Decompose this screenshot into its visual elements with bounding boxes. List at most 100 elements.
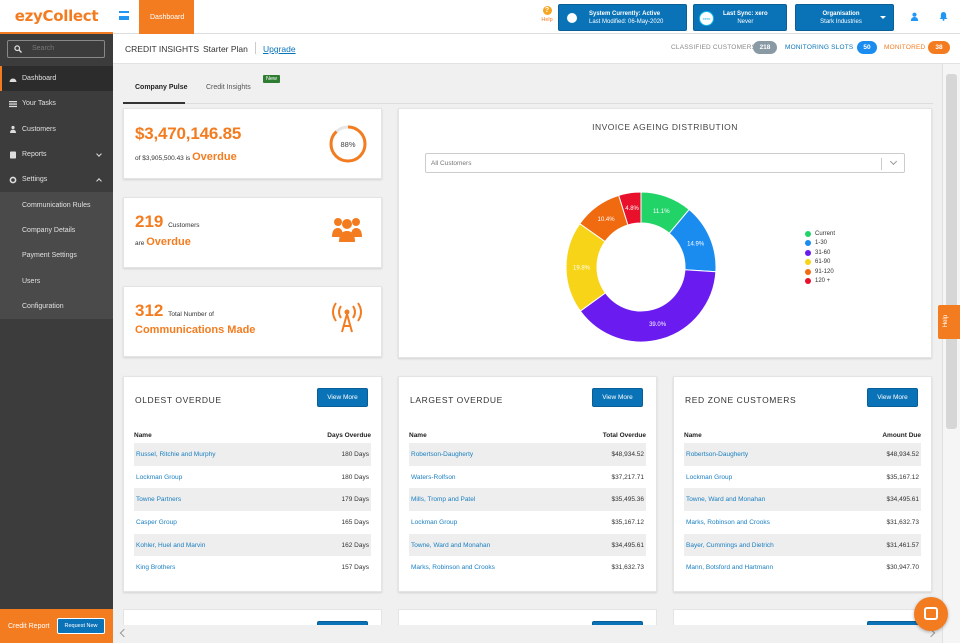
row-value: $37,217.71 [611, 473, 644, 481]
scrollbar-thumb[interactable] [946, 74, 957, 429]
communications-made-row: Communications Made [135, 324, 255, 336]
scroll-left-icon[interactable] [119, 628, 129, 638]
sidebar-subitem-configuration[interactable]: Configuration [22, 302, 64, 310]
customer-link[interactable]: Towne, Ward and Monahan [686, 496, 766, 504]
horizontal-scrollbar[interactable] [113, 625, 942, 643]
customer-link[interactable]: Waters-Rolfson [411, 473, 456, 481]
customer-link[interactable]: Marks, Robinson and Crooks [686, 518, 770, 526]
table-body: Russel, Ritchie and Murphy 180 Days Lockma… [134, 443, 371, 579]
row-value: 180 Days [341, 473, 369, 481]
tab-company-pulse[interactable]: Company Pulse [135, 84, 188, 91]
overdue-percent: 88% [340, 140, 355, 149]
org-label: Organisation [822, 11, 860, 17]
table-title: LARGEST OVERDUE [410, 395, 503, 405]
tab-credit-insights[interactable]: Credit Insights [206, 84, 251, 91]
request-new-button[interactable]: Request New [57, 618, 105, 634]
help-button[interactable]: ? Help [540, 6, 554, 23]
sidebar-subitem-payment-settings[interactable]: Payment Settings [22, 252, 77, 260]
customer-link[interactable]: Mills, Tromp and Patel [411, 496, 476, 504]
table-row: King Brothers 157 Days [134, 556, 371, 579]
chevron-down-icon [96, 151, 102, 157]
customer-link[interactable]: Robertson-Daugherty [411, 450, 474, 458]
customer-link[interactable]: King Brothers [136, 564, 176, 572]
table-title: RED ZONE CUSTOMERS [685, 395, 797, 405]
sidebar-item-settings[interactable]: Settings [0, 167, 113, 192]
legend-item[interactable]: 1-30 [805, 239, 835, 249]
customer-link[interactable]: Bayer, Cummings and Dietrich [686, 541, 774, 549]
customer-link[interactable]: Lockman Group [411, 518, 458, 526]
customer-link[interactable]: Lockman Group [136, 473, 183, 481]
customer-link[interactable]: Robertson-Daugherty [686, 450, 749, 458]
sidebar-subitem-communication-rules[interactable]: Communication Rules [22, 201, 91, 209]
legend-label: 31-60 [815, 249, 831, 256]
customer-link[interactable]: Towne Partners [136, 496, 182, 504]
legend-swatch [805, 249, 811, 256]
customer-link[interactable]: Casper Group [136, 518, 177, 526]
slice-label: 11.1% [653, 209, 670, 215]
system-status-box[interactable]: System Currently: Active Last Modified: … [558, 4, 687, 31]
sidebar-subitem-company-details[interactable]: Company Details [22, 226, 76, 234]
view-more-button[interactable]: View More [867, 388, 918, 407]
user-icon[interactable] [910, 12, 919, 21]
monitored-label: MONITORED [884, 44, 926, 51]
sync-status-box[interactable]: xero Last Sync: xero Never [693, 4, 787, 31]
sidebar-item-customers[interactable]: Customers [0, 117, 113, 142]
classified-customers-badge[interactable]: 218 [753, 41, 777, 54]
tab-dashboard[interactable]: Dashboard [139, 0, 194, 34]
legend-item[interactable]: 61-90 [805, 258, 835, 268]
credit-report-bar: Credit Report Request New [0, 609, 113, 643]
monitored-badge[interactable]: 38 [928, 41, 950, 54]
legend-label: 61-90 [815, 259, 831, 266]
column-header-name: Name [684, 432, 702, 439]
legend-item[interactable]: 91-120 [805, 267, 835, 277]
customer-filter-select[interactable]: All Customers [425, 153, 905, 173]
logo[interactable]: ezyCollect [0, 0, 113, 34]
sidebar-item-tasks[interactable]: Your Tasks [0, 91, 113, 116]
view-more-button[interactable]: View More [317, 388, 368, 407]
column-header-name: Name [409, 432, 427, 439]
ageing-donut-chart: 11.1% 14.9% 39.0% 19.8% 10.4% 4.8% [565, 191, 717, 343]
customer-link[interactable]: Marks, Robinson and Crooks [411, 564, 495, 572]
logo-text: ezyCollect [14, 7, 99, 25]
table-row: Robertson-Daugherty $48,934.52 [409, 443, 646, 466]
organisation-select[interactable]: Organisation Stark Industries [795, 4, 894, 31]
table-body: Robertson-Daugherty $48,934.52 Waters-Rolf… [409, 443, 646, 579]
donut-slice[interactable] [618, 191, 642, 226]
customers-label: Customers [168, 222, 200, 229]
customer-link[interactable]: Lockman Group [686, 473, 733, 481]
overdue-amount-card: $3,470,146.85 of $3,905,500.43 is Overdu… [123, 108, 382, 179]
customer-link[interactable]: Russel, Ritchie and Murphy [136, 450, 216, 458]
donut-slice[interactable] [579, 269, 717, 343]
overdue-of-text: of $3,905,500.43 is [135, 155, 191, 162]
sidebar-item-reports[interactable]: Reports [0, 142, 113, 167]
monitoring-slots-badge[interactable]: 50 [857, 41, 877, 54]
row-value: $48,934.52 [611, 450, 644, 458]
sidebar-nav: Dashboard Your Tasks Customers Reports S… [0, 66, 113, 319]
sidebar-item-dashboard[interactable]: Dashboard [0, 66, 113, 92]
vertical-scrollbar[interactable] [942, 64, 960, 643]
upgrade-link[interactable]: Upgrade [263, 44, 296, 54]
customer-link[interactable]: Kohler, Huel and Marvin [136, 541, 206, 549]
slice-label: 14.9% [687, 242, 705, 248]
customer-link[interactable]: Towne, Ward and Monahan [411, 541, 491, 549]
search-input[interactable]: Search [7, 40, 105, 58]
slice-label: 4.8% [625, 206, 639, 212]
view-more-button[interactable]: View More [592, 388, 643, 407]
sidebar-subitem-users[interactable]: Users [22, 277, 41, 285]
overdue-of-total: of $3,905,500.43 is Overdue [135, 151, 237, 163]
table-row: Marks, Robinson and Crooks $31,632.73 [684, 511, 921, 534]
menu-toggle-icon[interactable] [119, 11, 129, 20]
legend-item[interactable]: 31-60 [805, 248, 835, 258]
dashboard-icon [9, 78, 17, 82]
chat-button[interactable] [914, 597, 948, 631]
legend-item[interactable]: Current [805, 229, 835, 239]
column-header-value: Total Overdue [602, 432, 646, 439]
customer-link[interactable]: Mann, Botsford and Hartmann [686, 564, 774, 572]
bell-icon[interactable] [939, 11, 948, 21]
slice-label: 39.0% [649, 322, 667, 328]
side-help-tab[interactable]: Help [938, 305, 960, 339]
slice-label: 10.4% [598, 217, 616, 223]
column-header-value: Amount Due [882, 432, 921, 439]
legend-item[interactable]: 120 + [805, 277, 835, 287]
overdue-customers-count: 219 [135, 212, 164, 231]
